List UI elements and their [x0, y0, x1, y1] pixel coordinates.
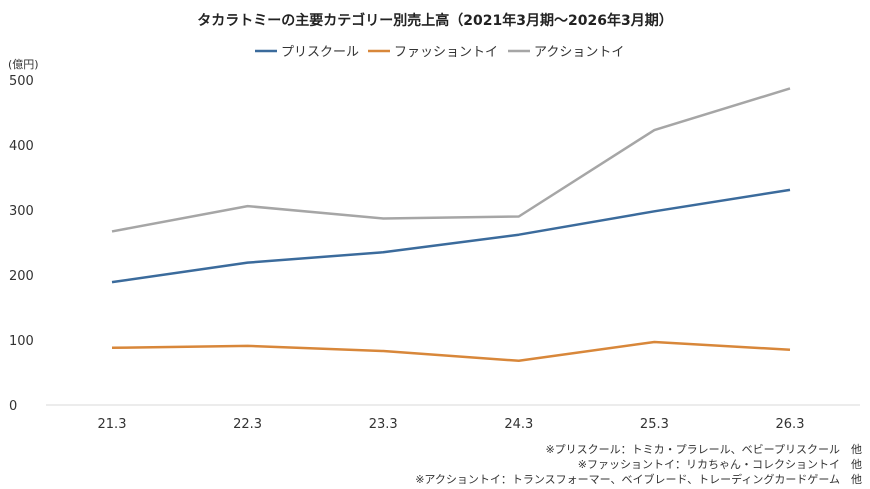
chart-title: タカラトミーの主要カテゴリー別売上高（2021年3月期～2026年3月期） [197, 12, 672, 29]
legend-label-action-toy: アクショントイ [534, 45, 624, 60]
footnote-action-toy: ※アクショントイ：トランスフォーマー、ベイブレード、トレーディングカードゲーム … [415, 472, 862, 486]
legend-label-fashion-toy: ファッショントイ [394, 45, 498, 60]
y-axis-unit: (億円) [8, 58, 39, 71]
x-axis-ticks: 21.3 22.3 23.3 24.3 25.3 26.3 [98, 417, 805, 432]
series-line-action-toy [111, 87, 791, 233]
legend: プリスクール ファッショントイ アクショントイ [255, 45, 624, 60]
y-tick-label: 0 [9, 399, 17, 414]
series-lines [111, 87, 791, 363]
x-tick-label: 23.3 [369, 417, 398, 432]
footnote-preschool: ※プリスクール：トミカ・プラレール、ベビープリスクール 他 [545, 443, 862, 456]
y-axis-ticks: 0 100 200 300 400 500 [9, 74, 34, 414]
series-line-preschool [111, 188, 791, 284]
y-tick-label: 300 [9, 204, 34, 219]
y-tick-label: 100 [9, 334, 34, 349]
footnote-fashion-toy: ※ファッショントイ：リカちゃん・コレクショントイ 他 [578, 458, 862, 471]
footnotes: ※プリスクール：トミカ・プラレール、ベビープリスクール 他 ※ファッショントイ：… [415, 443, 862, 486]
y-tick-label: 200 [9, 269, 34, 284]
legend-label-preschool: プリスクール [281, 45, 359, 60]
y-tick-label: 400 [9, 139, 34, 154]
x-tick-label: 26.3 [776, 417, 805, 432]
x-tick-label: 24.3 [504, 417, 533, 432]
x-tick-label: 21.3 [98, 417, 127, 432]
series-line-fashion-toy [111, 340, 791, 363]
y-tick-label: 500 [9, 74, 34, 89]
x-tick-label: 22.3 [233, 417, 262, 432]
x-tick-label: 25.3 [640, 417, 669, 432]
